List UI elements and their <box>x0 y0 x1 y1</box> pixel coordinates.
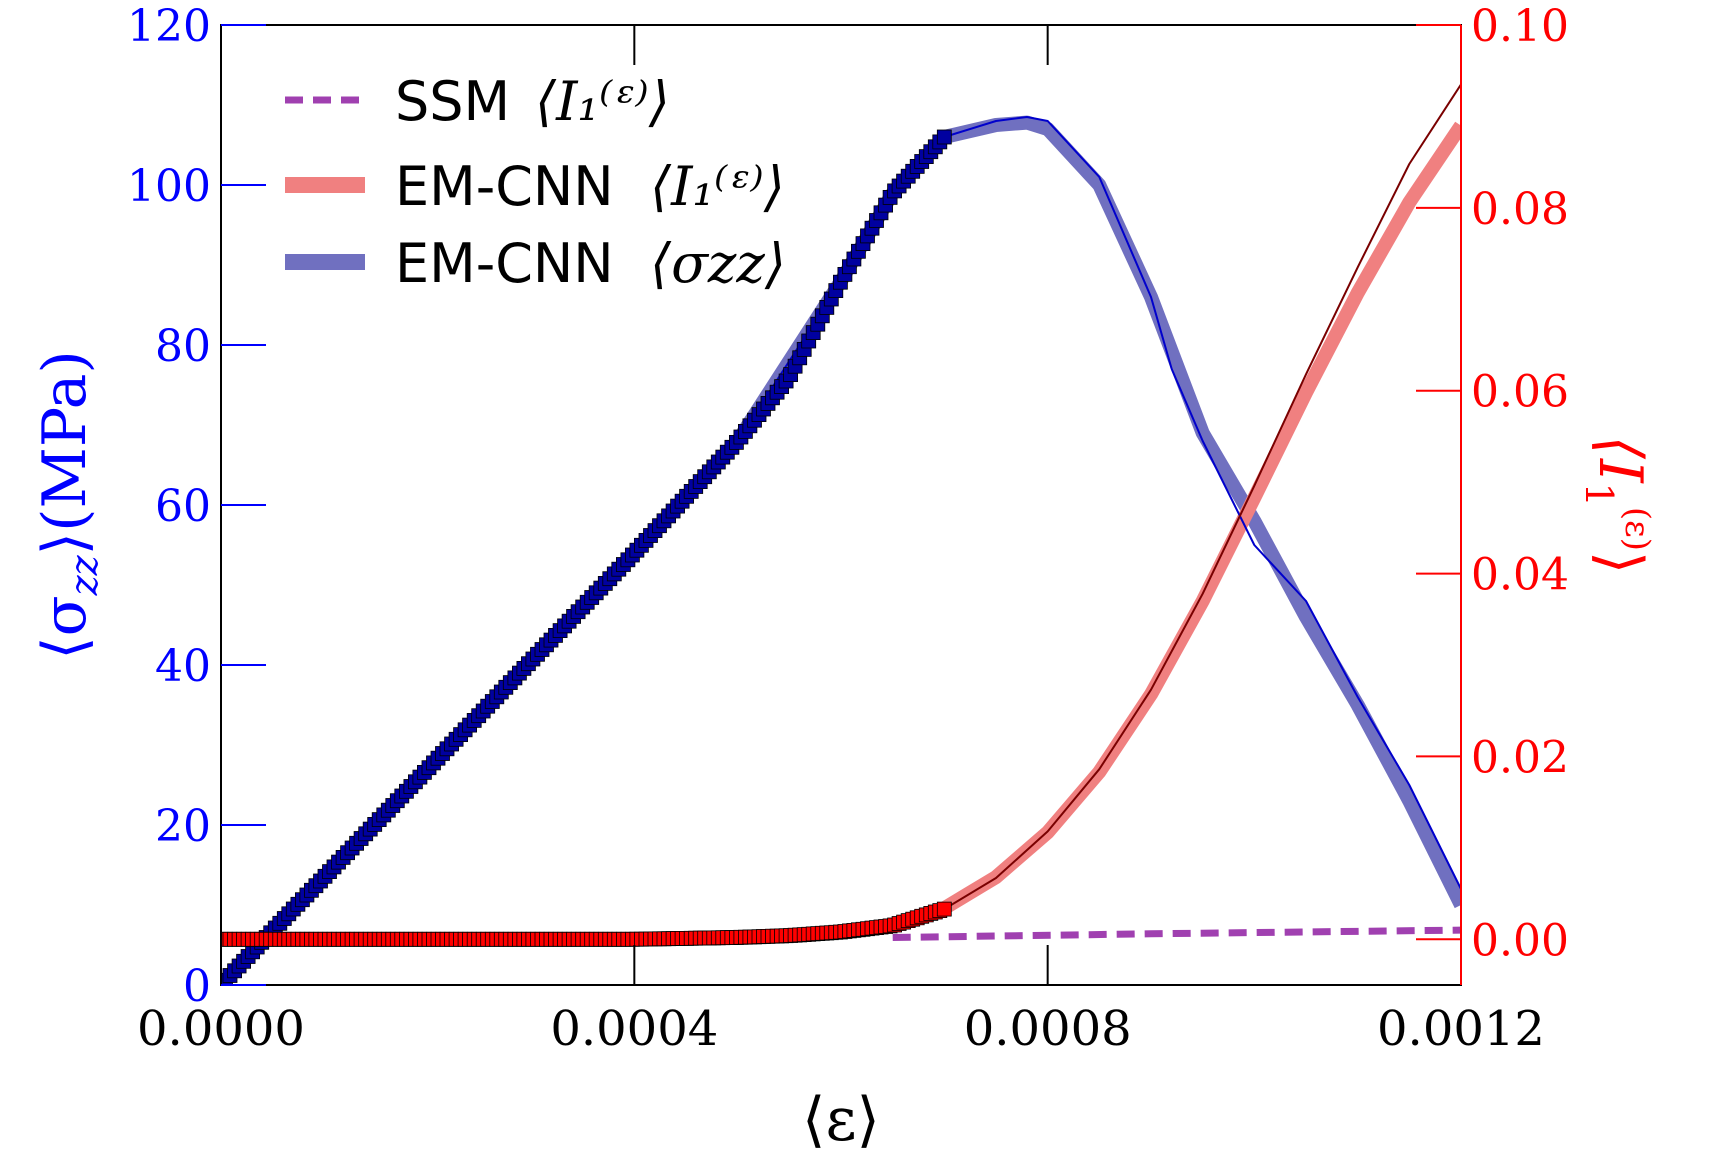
series-line-ssm-i1-dashed <box>892 926 1461 941</box>
legend: SSM ⟨I₁⁽ᵋ⁾⟩ EM-CNN ⟨I₁⁽ᵋ⁾⟩ EM-CNN ⟨σzz⟩ <box>285 70 786 295</box>
legend-math-ssm: ⟨I₁⁽ᵋ⁾⟩ <box>535 70 670 133</box>
y-left-tick-label: 60 <box>155 481 211 532</box>
y-right-label-sup: (ε) <box>1617 507 1657 551</box>
y-right-tick-label: 0.00 <box>1471 915 1569 966</box>
x-tick-label: 0.0008 <box>964 1001 1132 1057</box>
y-right-tick-label: 0.04 <box>1471 550 1569 601</box>
y-right-label-prefix: ⟨I <box>1585 436 1655 484</box>
y-right-tick-label: 0.08 <box>1471 184 1569 235</box>
legend-math-emcnn-i1: ⟨I₁⁽ᵋ⁾⟩ <box>650 155 785 218</box>
y-left-tick-label: 40 <box>155 641 211 692</box>
x-tick-label: 0.0000 <box>137 1001 305 1057</box>
y-left-tick-label: 100 <box>127 161 211 212</box>
y-left-tick-label: 20 <box>155 801 211 852</box>
y-right-tick-label: 0.02 <box>1471 732 1569 783</box>
y-left-tick-label: 0 <box>183 961 211 1012</box>
legend-math-emcnn-sigma: ⟨σzz⟩ <box>650 232 786 295</box>
y-left-tick-label: 120 <box>127 1 211 52</box>
series-ssm-i1-markers <box>221 901 952 947</box>
ticks-layer: 0.0000 0.0004 0.0008 0.0012 0 20 40 60 80 100 120 0… <box>127 1 1569 1057</box>
y-left-label-suffix: ⟩(MPa) <box>30 350 100 555</box>
y-axis-label-right: ⟨I1(ε)⟩ <box>1577 436 1657 575</box>
marker-ssm-zz-markers <box>936 129 952 145</box>
y-right-label-suffix: ⟩ <box>1585 551 1655 574</box>
x-tick-label: 0.0012 <box>1377 1001 1545 1057</box>
legend-label-emcnn-i1: EM-CNN <box>395 155 614 218</box>
y-left-tick-label: 80 <box>155 321 211 372</box>
y-axis-label-left: ⟨σzz⟩(MPa) <box>30 350 106 660</box>
y-left-label-sub: zz <box>62 554 106 596</box>
series-line-ssm-i1 <box>840 83 1461 933</box>
x-tick-label: 0.0004 <box>550 1001 718 1057</box>
y-right-tick-label: 0.10 <box>1471 1 1569 52</box>
data-layer <box>221 83 1461 985</box>
legend-label-ssm: SSM <box>395 70 510 133</box>
x-axis-label: ⟨ε⟩ <box>802 1085 880 1155</box>
marker-ssm-i1-markers <box>936 901 952 917</box>
legend-label-emcnn-sigma: EM-CNN <box>395 232 614 295</box>
y-left-label-prefix: ⟨σ <box>30 595 100 659</box>
y-right-tick-label: 0.06 <box>1471 367 1569 418</box>
y-right-label-sub: 1 <box>1577 483 1621 507</box>
